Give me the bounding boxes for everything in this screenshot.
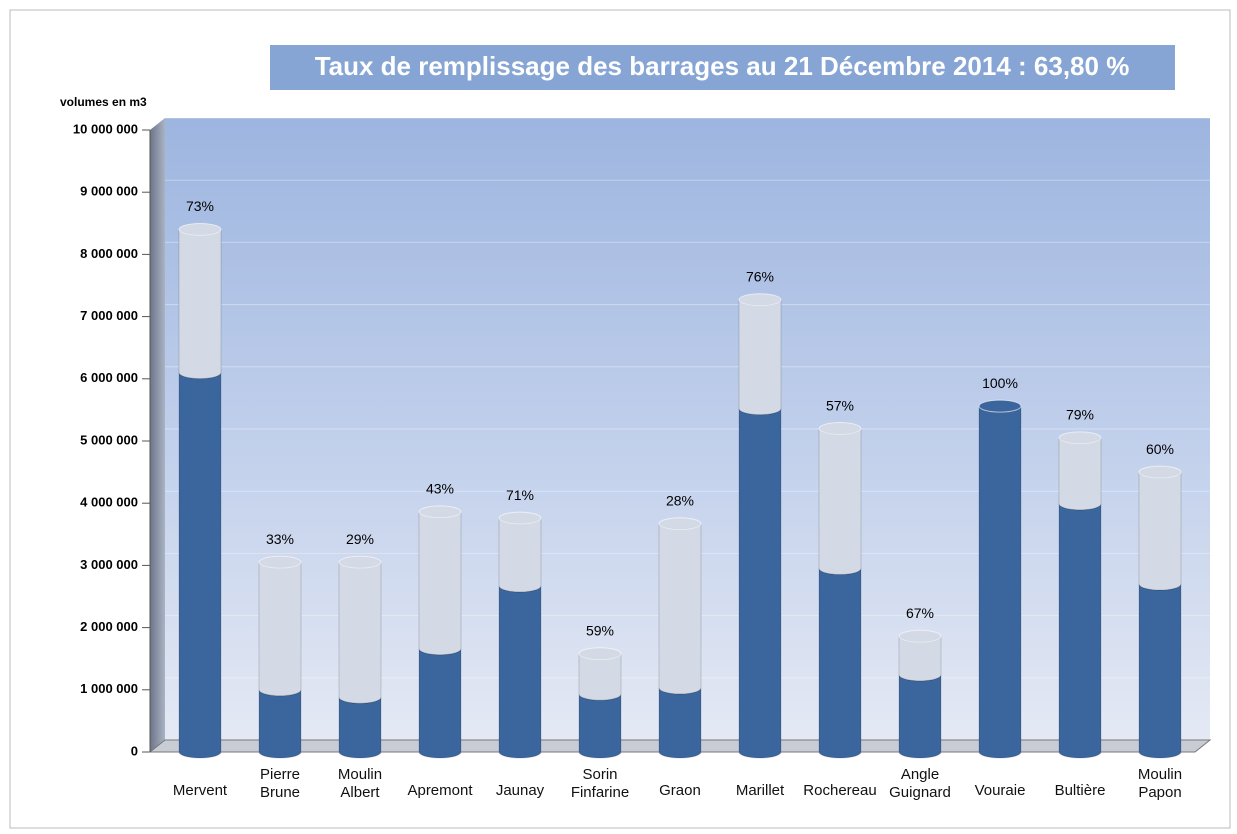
x-tick-label: Angle Guignard bbox=[889, 766, 951, 801]
bar-segment bbox=[418, 511, 462, 656]
bar-segment bbox=[1138, 583, 1182, 759]
bar-segment bbox=[498, 585, 542, 759]
bar-cap bbox=[1138, 465, 1182, 479]
x-tick-label: Marillet bbox=[735, 782, 785, 799]
bar-segment bbox=[1138, 471, 1182, 591]
bar-segment bbox=[818, 428, 862, 576]
bar-label: 28% bbox=[666, 492, 694, 508]
bar-cap bbox=[498, 511, 542, 525]
y-tick-label: 7 000 000 bbox=[80, 308, 138, 323]
y-tick-label: 9 000 000 bbox=[80, 184, 138, 199]
bar-segment bbox=[818, 568, 862, 759]
y-tick-label: 0 bbox=[131, 743, 138, 758]
bar-label: 100% bbox=[982, 375, 1018, 391]
bar-segment bbox=[338, 697, 382, 759]
x-tick-label: Apremont bbox=[407, 782, 473, 799]
bar-cap bbox=[658, 517, 702, 531]
bar-segment bbox=[738, 299, 782, 416]
bar-cap bbox=[738, 293, 782, 307]
y-tick-label: 1 000 000 bbox=[80, 681, 138, 696]
bar-segment bbox=[738, 408, 782, 759]
bar-cap bbox=[578, 647, 622, 661]
x-tick-label: Jaunay bbox=[495, 782, 545, 799]
bar-segment bbox=[418, 648, 462, 759]
bar-segment bbox=[898, 636, 942, 682]
y-tick-label: 10 000 000 bbox=[73, 121, 138, 136]
y-tick-label: 3 000 000 bbox=[80, 557, 138, 572]
bar-segment bbox=[178, 372, 222, 759]
x-tick-label: Vouraie bbox=[974, 782, 1026, 799]
bar-label: 57% bbox=[826, 397, 854, 413]
y-tick-label: 5 000 000 bbox=[80, 432, 138, 447]
x-tick-label: Moulin Papon bbox=[1137, 766, 1183, 801]
bar-cap bbox=[418, 505, 462, 519]
bar-label: 43% bbox=[426, 481, 454, 497]
x-tick-label: Bultière bbox=[1054, 782, 1106, 799]
bar-cap bbox=[978, 399, 1022, 413]
bar-label: 60% bbox=[1146, 441, 1174, 457]
bar-cap bbox=[1058, 431, 1102, 445]
bar-label: 79% bbox=[1066, 407, 1094, 423]
bar-label: 71% bbox=[506, 487, 534, 503]
bar-label: 67% bbox=[906, 605, 934, 621]
bar-cap bbox=[818, 422, 862, 436]
bar-cap bbox=[338, 555, 382, 569]
y-tick-label: 4 000 000 bbox=[80, 495, 138, 510]
side-wall bbox=[150, 118, 165, 752]
bar-segment bbox=[578, 653, 622, 701]
bar-cap bbox=[178, 223, 222, 237]
x-tick-label: Sorin Finfarine bbox=[570, 766, 630, 801]
bar-label: 73% bbox=[186, 198, 214, 214]
bar-segment bbox=[338, 562, 382, 704]
bar-segment bbox=[1058, 503, 1102, 759]
bar-segment bbox=[258, 689, 302, 759]
bar-label: 59% bbox=[586, 622, 614, 638]
bar-segment bbox=[578, 694, 622, 759]
bar-segment bbox=[898, 674, 942, 759]
y-tick-label: 2 000 000 bbox=[80, 619, 138, 634]
title-box bbox=[270, 45, 1175, 90]
bar-cap bbox=[258, 555, 302, 569]
bar-segment bbox=[498, 517, 542, 593]
y-tick-label: 8 000 000 bbox=[80, 246, 138, 261]
y-axis-label: volumes en m3 bbox=[60, 95, 147, 109]
x-tick-label: Mervent bbox=[172, 782, 228, 799]
bar-cap bbox=[898, 629, 942, 643]
x-tick-label: Graon bbox=[659, 782, 701, 799]
bar-segment bbox=[178, 229, 222, 380]
bar-segment bbox=[1058, 437, 1102, 511]
bar-segment bbox=[258, 562, 302, 697]
bar-label: 76% bbox=[746, 269, 774, 285]
x-tick-label: Pierre Brune bbox=[259, 766, 301, 801]
bar-segment bbox=[658, 523, 702, 695]
bar-segment bbox=[978, 406, 1022, 759]
y-tick-label: 6 000 000 bbox=[80, 370, 138, 385]
bar-segment bbox=[658, 687, 702, 759]
x-tick-label: Moulin Albert bbox=[337, 766, 383, 801]
bar-label: 29% bbox=[346, 531, 374, 547]
x-tick-label: Rochereau bbox=[803, 782, 877, 799]
chart-title: Taux de remplissage des barrages au 21 D… bbox=[315, 51, 1130, 81]
bar-label: 33% bbox=[266, 531, 294, 547]
